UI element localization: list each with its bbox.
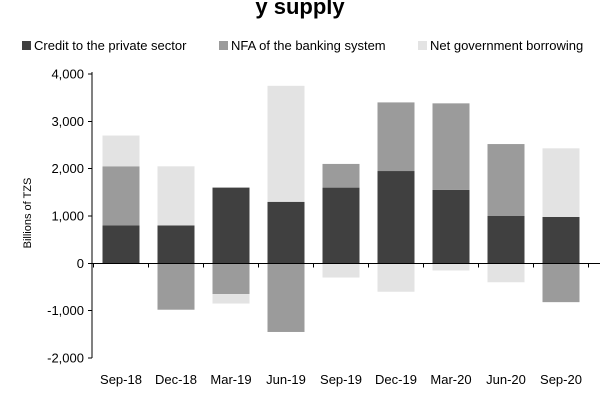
chart-title: y supply xyxy=(255,0,345,19)
bar-mar-19-net-government-borrowing xyxy=(212,294,250,304)
bar-dec-19-nfa-of-the-banking-system xyxy=(377,102,415,172)
bar-sep-18-credit-to-the-private-sector xyxy=(102,225,140,264)
bar-jun-19-credit-to-the-private-sector xyxy=(267,201,305,264)
x-tick-label-sep-19: Sep-19 xyxy=(320,372,362,387)
legend-swatch-credit-to-the-private-sector xyxy=(22,41,31,50)
bar-dec-19-net-government-borrowing xyxy=(377,263,415,292)
x-tick-label-mar-19: Mar-19 xyxy=(210,372,251,387)
legend-swatch-net-government-borrowing xyxy=(418,41,427,50)
bar-jun-19-nfa-of-the-banking-system xyxy=(267,263,305,332)
x-tick-label-dec-19: Dec-19 xyxy=(375,372,417,387)
y-tick-label: 0 xyxy=(77,256,84,271)
legend: Credit to the private sector NFA of the b… xyxy=(22,38,583,53)
bar-sep-18-net-government-borrowing xyxy=(102,135,140,167)
y-tick-label: 1,000 xyxy=(51,209,84,224)
x-tick-label-jun-20: Jun-20 xyxy=(486,372,526,387)
y-tick-label: -1,000 xyxy=(47,303,84,318)
x-tick-label-mar-20: Mar-20 xyxy=(430,372,471,387)
y-tick-label: 4,000 xyxy=(51,67,84,82)
x-tick-label-dec-18: Dec-18 xyxy=(155,372,197,387)
bar-mar-19-credit-to-the-private-sector xyxy=(212,187,250,264)
bar-dec-18-nfa-of-the-banking-system xyxy=(157,263,195,310)
bars xyxy=(102,85,580,332)
y-tick-label: 2,000 xyxy=(51,161,84,176)
y-tick-label: -2,000 xyxy=(47,351,84,366)
y-tick-label: 3,000 xyxy=(51,114,84,129)
bar-sep-20-credit-to-the-private-sector xyxy=(542,216,580,264)
bar-jun-20-net-government-borrowing xyxy=(487,263,525,283)
bar-mar-20-net-government-borrowing xyxy=(432,263,470,271)
bar-mar-20-nfa-of-the-banking-system xyxy=(432,103,470,190)
legend-label-net-government-borrowing: Net government borrowing xyxy=(430,38,583,53)
bar-sep-20-nfa-of-the-banking-system xyxy=(542,263,580,303)
bar-sep-19-net-government-borrowing xyxy=(322,263,360,278)
y-axis-label: Billions of TZS xyxy=(22,178,34,249)
legend-label-credit-to-the-private-sector: Credit to the private sector xyxy=(34,38,187,53)
bar-sep-19-nfa-of-the-banking-system xyxy=(322,163,360,188)
axes: -2,000 -1,000 0 1,000 2,000 3,000 4,000 Sep-18 D… xyxy=(47,67,600,387)
bar-jun-20-nfa-of-the-banking-system xyxy=(487,144,525,216)
legend-swatch-nfa-of-the-banking-system xyxy=(219,41,228,50)
bar-dec-18-net-government-borrowing xyxy=(157,166,195,226)
bar-dec-18-credit-to-the-private-sector xyxy=(157,225,195,264)
bar-mar-19-nfa-of-the-banking-system xyxy=(212,263,250,295)
bar-jun-20-credit-to-the-private-sector xyxy=(487,216,525,264)
x-tick-label-sep-20: Sep-20 xyxy=(540,372,582,387)
bar-mar-20-credit-to-the-private-sector xyxy=(432,189,470,264)
bar-jun-19-net-government-borrowing xyxy=(267,85,305,202)
bar-sep-19-credit-to-the-private-sector xyxy=(322,187,360,264)
bar-dec-19-credit-to-the-private-sector xyxy=(377,171,415,264)
bar-sep-20-net-government-borrowing xyxy=(542,148,580,217)
x-tick-label-sep-18: Sep-18 xyxy=(100,372,142,387)
bar-sep-18-nfa-of-the-banking-system xyxy=(102,166,140,226)
x-tick-label-jun-19: Jun-19 xyxy=(266,372,306,387)
legend-label-nfa-of-the-banking-system: NFA of the banking system xyxy=(231,38,386,53)
